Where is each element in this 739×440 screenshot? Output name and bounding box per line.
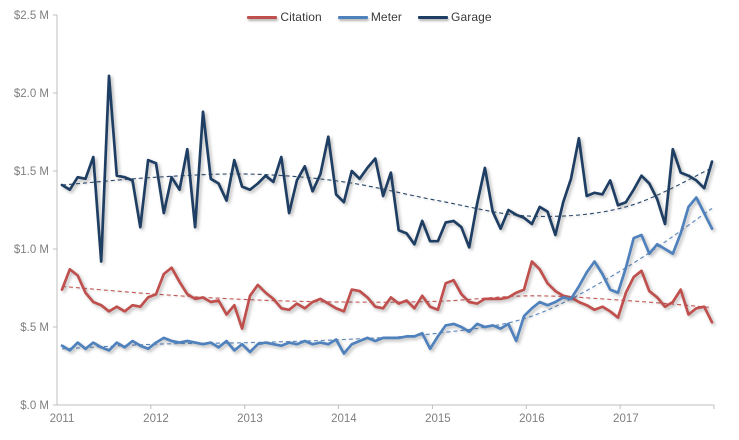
- x-axis-label: 2012: [143, 413, 169, 425]
- meter-trend-line: [61, 207, 713, 350]
- axis-lines: [56, 15, 714, 406]
- meter-series-line: [60, 196, 714, 355]
- citation-trend-line: [61, 285, 713, 309]
- x-axis-label: 2013: [237, 413, 263, 425]
- x-axis-label: 2017: [613, 413, 639, 425]
- y-axis-label: $2.0 M: [14, 88, 49, 100]
- garage-series-line: [60, 74, 714, 263]
- garage-trend-line: [61, 167, 713, 217]
- x-axis-label: 2011: [50, 413, 75, 425]
- y-axis-label: $.0 M: [20, 400, 49, 412]
- x-axis-label: 2016: [519, 413, 545, 425]
- y-axis-label: $1.0 M: [14, 244, 49, 256]
- y-axis-label: $.5 M: [20, 322, 49, 334]
- x-axis-label: 2015: [425, 413, 451, 425]
- citation-series-line: [60, 260, 714, 330]
- x-axis-label: 2014: [331, 413, 357, 425]
- y-axis-label: $2.5 M: [14, 10, 49, 22]
- y-axis-label: $1.5 M: [14, 166, 49, 178]
